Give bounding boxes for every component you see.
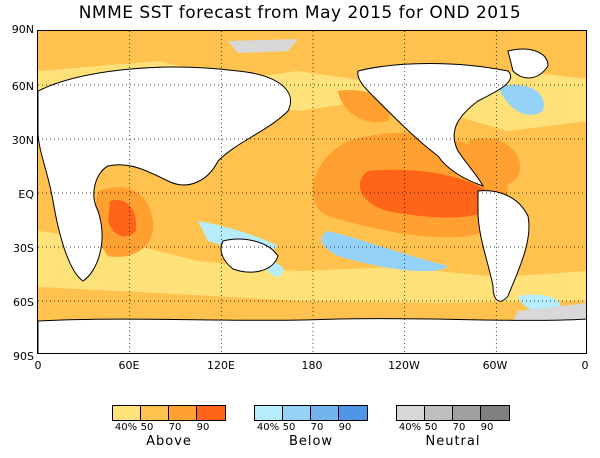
- sst-probability-map: [37, 30, 587, 354]
- atlantic-warm-region: [468, 138, 520, 186]
- lat-label-60s: 60S: [13, 296, 34, 309]
- lat-label-30s: 30S: [13, 242, 34, 255]
- legend-neutral-tick-4: 90: [480, 422, 494, 433]
- australia: [220, 238, 279, 273]
- legend-neutral-bar: [396, 405, 510, 421]
- lat-label-90n: 90N: [11, 23, 34, 36]
- greenland: [507, 48, 549, 79]
- legend-neutral-tick-2: 50: [424, 422, 438, 433]
- legend-below-swatch-2: [283, 406, 311, 420]
- arctic-neutral: [228, 39, 298, 53]
- legend-neutral-swatch-4: [481, 406, 509, 420]
- legend-below-tick-4: 90: [338, 422, 352, 433]
- north-atlantic-cool: [498, 84, 544, 115]
- legend-below-label: Below: [288, 434, 334, 449]
- legend-below-tick-2: 50: [282, 422, 296, 433]
- map-canvas: [38, 31, 586, 353]
- legend-above-tick-1: 40%: [114, 422, 138, 433]
- south-america: [477, 190, 530, 302]
- lat-label-60n: 60N: [11, 80, 34, 93]
- legend-above-swatch-3: [169, 406, 197, 420]
- legend-neutral-swatch-1: [397, 406, 425, 420]
- legend-above-tick-3: 70: [168, 422, 182, 433]
- lon-label-120w: 120W: [388, 359, 420, 372]
- legend-below: 40% 50 70 90 Below: [254, 405, 368, 449]
- lon-label-60e: 60E: [118, 359, 140, 372]
- legend-above-bar: [112, 405, 226, 421]
- legend-above-swatch-2: [141, 406, 169, 420]
- legend-below-swatch-4: [339, 406, 367, 420]
- lon-label-180: 180: [301, 359, 323, 372]
- legend-below-swatch-3: [311, 406, 339, 420]
- legend-neutral-tick-3: 70: [452, 422, 466, 433]
- legend-neutral: 40% 50 70 90 Neutral: [396, 405, 510, 449]
- legend-neutral-swatch-2: [425, 406, 453, 420]
- legend-below-ticks: 40% 50 70 90: [254, 421, 368, 433]
- lat-label-30n: 30N: [11, 134, 34, 147]
- legend-above: 40% 50 70 90 Above: [112, 405, 226, 449]
- legend-neutral-swatch-3: [453, 406, 481, 420]
- lat-label-90s: 90S: [13, 350, 34, 363]
- lon-label-0-left: 0: [34, 359, 42, 372]
- legend-above-label: Above: [146, 434, 192, 449]
- legend-below-swatch-1: [255, 406, 283, 420]
- lon-label-60w: 60W: [482, 359, 508, 372]
- legend-above-swatch-1: [113, 406, 141, 420]
- legend-neutral-label: Neutral: [425, 434, 481, 449]
- legend-above-tick-4: 90: [196, 422, 210, 433]
- north-america: [357, 63, 511, 187]
- south-pacific-cool: [321, 231, 448, 272]
- map-title: NMME SST forecast from May 2015 for OND …: [78, 3, 522, 23]
- eurasia-africa: [38, 66, 291, 282]
- indian-ocean-core: [108, 200, 137, 237]
- legend-neutral-ticks: 40% 50 70 90: [396, 421, 510, 433]
- legend-below-tick-3: 70: [310, 422, 324, 433]
- south-band-pale: [38, 231, 586, 303]
- legend-below-bar: [254, 405, 368, 421]
- legend-above-ticks: 40% 50 70 90: [112, 421, 226, 433]
- legend-above-swatch-4: [197, 406, 225, 420]
- el-nino-core: [359, 169, 498, 218]
- lon-label-120e: 120E: [207, 359, 235, 372]
- legend-below-tick-1: 40%: [256, 422, 280, 433]
- legend-above-tick-2: 50: [140, 422, 154, 433]
- antarctica: [38, 318, 586, 353]
- lon-label-0-right: 0: [581, 359, 589, 372]
- lat-label-eq: EQ: [18, 188, 34, 201]
- legend-neutral-tick-1: 40%: [398, 422, 422, 433]
